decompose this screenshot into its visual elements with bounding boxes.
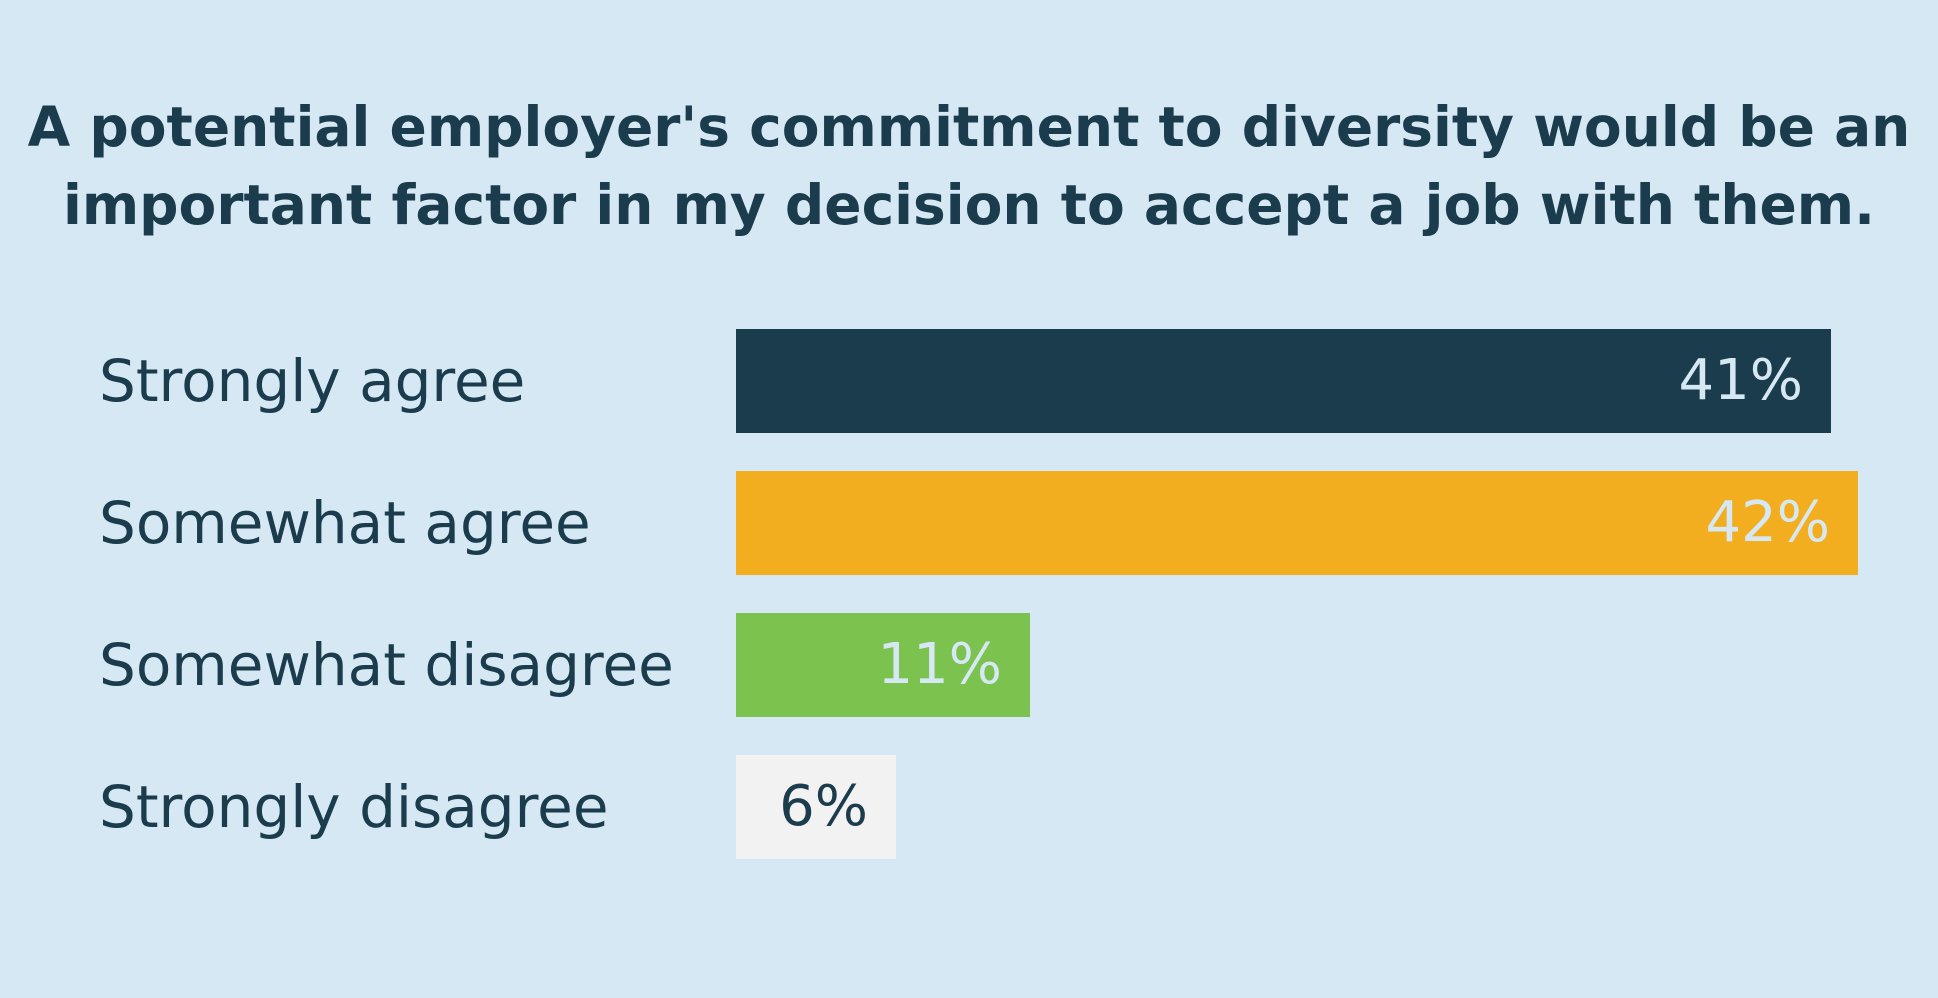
- bar-value-label: 41%: [1678, 348, 1803, 413]
- bar-value-label: 6%: [779, 774, 868, 839]
- bar: [736, 471, 1858, 575]
- category-label: Strongly agree: [99, 347, 526, 415]
- category-label: Strongly disagree: [99, 773, 609, 841]
- bar: [736, 755, 896, 859]
- category-label: Somewhat disagree: [99, 631, 674, 699]
- category-label: Somewhat agree: [99, 489, 591, 557]
- chart-title-line-1: A potential employer's commitment to div…: [27, 95, 1911, 159]
- chart-title-line-2: important factor in my decision to accep…: [63, 173, 1875, 237]
- chart-title: A potential employer's commitment to div…: [0, 88, 1938, 244]
- bar-value-label: 42%: [1705, 490, 1830, 555]
- bar: [736, 613, 1030, 717]
- bar-value-label: 11%: [877, 632, 1002, 697]
- bar: [736, 329, 1831, 433]
